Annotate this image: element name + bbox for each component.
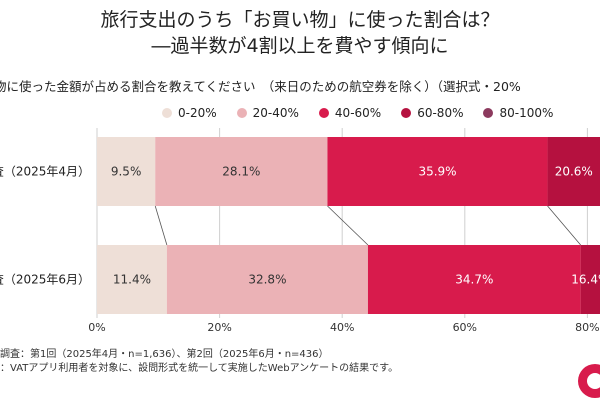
legend-swatch	[318, 108, 329, 118]
legend-swatch	[401, 108, 412, 118]
bar-value-label: 32.8%	[248, 273, 286, 287]
bar-segment	[97, 137, 156, 206]
legend-label: 60-80%	[417, 106, 464, 120]
footnotes: 調査：第1回（2025年4月・n=1,636）、第2回（2025年6月・n=43…	[0, 348, 398, 376]
bar-value-label: 9.5%	[111, 165, 142, 179]
bar-segment	[166, 245, 368, 314]
x-tick-label: 80%	[575, 321, 599, 334]
footnote-survey: 調査：第1回（2025年4月・n=1,636）、第2回（2025年6月・n=43…	[0, 349, 329, 360]
connector-line	[154, 205, 168, 246]
legend-item: 80-100%	[483, 106, 553, 120]
legend-label: 80-100%	[499, 106, 554, 120]
chart-title-line2: ―過半数が4割以上を費やす傾向に	[151, 35, 449, 57]
footnote-method: ：VATアプリ利用者を対象に、設問形式を統一して実施したWebアンケートの結果で…	[0, 363, 399, 374]
legend-item: 60-80%	[401, 106, 463, 120]
x-tick-label: 60%	[453, 321, 477, 334]
category-label: 査（2025年6月）	[0, 273, 90, 287]
legend-swatch	[162, 108, 172, 118]
chart-title-line1: 旅行支出のうち「お買い物」に使った割合は？	[100, 9, 500, 31]
bar-segment	[547, 137, 600, 206]
bar-value-label: 35.9%	[418, 165, 456, 179]
question-text: 物に使った金額が占める割合を教えてください （来日のための航空券を除く）（選択式…	[0, 79, 521, 94]
legend-item: 0-20%	[162, 106, 217, 120]
legend-label: 0-20%	[178, 106, 217, 120]
x-tick-label: 0%	[88, 321, 105, 334]
bar-segment	[155, 137, 328, 206]
bar-value-label: 16.4%	[571, 273, 600, 287]
bar-segment	[367, 245, 581, 314]
legend-swatch	[483, 108, 494, 118]
x-tick-label: 20%	[207, 321, 231, 334]
brand-logo	[578, 364, 600, 398]
legend-item: 40-60%	[318, 106, 382, 120]
legend-swatch	[236, 108, 247, 118]
connector-line	[327, 205, 369, 246]
bar-value-label: 20.6%	[555, 165, 593, 179]
connector-line	[547, 205, 581, 246]
category-label: 査（2025年4月）	[0, 165, 90, 179]
bar-segment	[97, 245, 167, 314]
legend-item: 20-40%	[236, 106, 299, 120]
bar-value-label: 11.4%	[113, 273, 151, 287]
bar-value-label: 28.1%	[222, 165, 260, 179]
bar-segment	[580, 245, 600, 314]
bar-value-label: 34.7%	[455, 273, 493, 287]
x-tick-label: 40%	[330, 321, 354, 334]
legend-label: 40-60%	[334, 106, 382, 120]
legend: 0-20% 20-40% 40-60% 60-80% 80-100%	[162, 106, 553, 120]
legend-label: 20-40%	[252, 106, 299, 120]
bar-segment	[327, 137, 548, 206]
